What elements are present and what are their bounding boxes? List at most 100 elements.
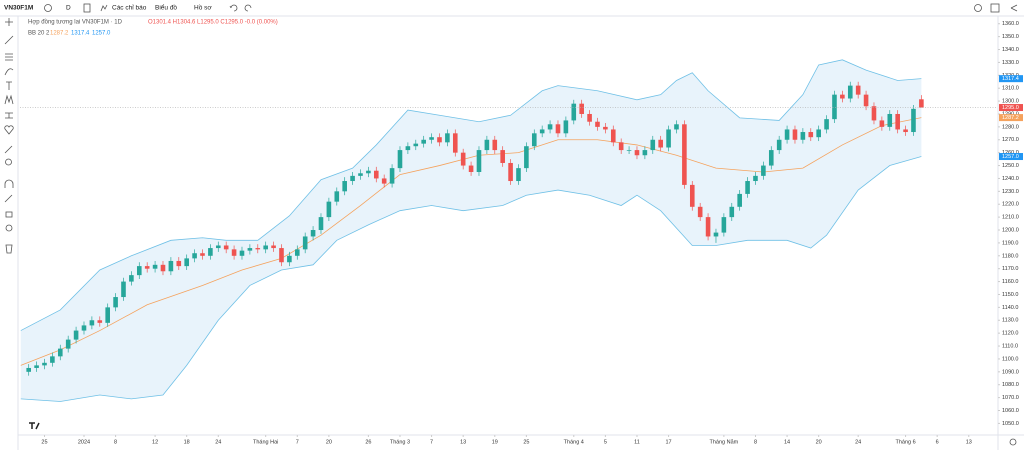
settings[interactable] (974, 4, 982, 12)
fullscreen[interactable] (990, 3, 1000, 13)
y-tick-label: 1130.0 (1002, 318, 1018, 324)
profile-button[interactable]: Hồ sơ (194, 3, 212, 12)
candle-body (887, 113, 893, 127)
candle-body (460, 152, 466, 166)
x-tick-label: 25 (41, 439, 47, 445)
y-tick-label: 1230.0 (1002, 189, 1019, 195)
candle-body (105, 307, 110, 323)
x-tick-label: 6 (936, 439, 939, 445)
indicator-icon (100, 4, 108, 12)
candle-body (65, 339, 71, 349)
candle-body (571, 103, 577, 121)
candle-body (689, 184, 695, 207)
lower-price-box-label: 1257.0 (1002, 154, 1019, 160)
candle-body (208, 248, 213, 256)
y-tick-label: 1100.0 (1002, 356, 1018, 362)
candle-body (405, 146, 411, 151)
candle-body (468, 165, 474, 172)
x-tick-label: 7 (296, 439, 299, 445)
candle-body (73, 330, 79, 340)
candle-body (271, 245, 276, 249)
candle-body (342, 181, 347, 192)
zoom[interactable] (5, 158, 12, 166)
candle-body (121, 281, 126, 298)
trash[interactable] (5, 244, 13, 254)
candle-body (903, 129, 908, 133)
candle-body (508, 162, 513, 182)
basis-price-box (999, 114, 1023, 122)
last-price-box-label: 1295.0 (1002, 105, 1019, 111)
candle-body (160, 264, 166, 272)
candle-body (800, 132, 806, 140)
y-tick-label: 1350.0 (1002, 34, 1019, 40)
candle-body (168, 260, 174, 272)
text-tool[interactable] (6, 81, 12, 90)
chart-button[interactable]: Biểu đồ (155, 3, 177, 12)
undo[interactable] (229, 4, 238, 12)
candle-body (776, 139, 782, 151)
add-symbol[interactable] (44, 4, 52, 12)
forecast[interactable] (5, 112, 13, 119)
interval[interactable]: D (66, 5, 71, 12)
brush[interactable] (4, 68, 14, 76)
y-tick-label: 1120.0 (1002, 331, 1018, 337)
trend-line[interactable] (4, 35, 14, 45)
candle-body (610, 129, 616, 143)
x-tick-label: 8 (114, 439, 117, 445)
y-tick-label: 1280.0 (1002, 124, 1019, 130)
candle-body (816, 129, 821, 138)
candle-body (555, 124, 561, 134)
top-toolbar (0, 0, 1024, 16)
drawing-mode[interactable] (4, 194, 13, 203)
candle-body (97, 320, 103, 323)
x-tick-label: Tháng Năm (710, 439, 739, 445)
y-tick-label: 1330.0 (1002, 60, 1019, 66)
redo[interactable] (244, 4, 252, 12)
candle-body (445, 133, 450, 143)
candle-body (350, 175, 355, 182)
visibility[interactable] (5, 224, 13, 232)
candle-body (200, 253, 205, 256)
basis-price-box-label: 1287.2 (1002, 115, 1019, 121)
y-tick-label: 1080.0 (1002, 382, 1019, 388)
candle-body (682, 124, 687, 185)
share[interactable] (1010, 4, 1018, 12)
candle-body (547, 124, 553, 130)
bar-style[interactable] (83, 3, 91, 13)
candle-body (492, 139, 498, 151)
indicators-button[interactable]: Các chỉ báo (112, 4, 147, 12)
candle-body (421, 139, 426, 144)
x-tick-label: 17 (666, 439, 672, 445)
candle-body (26, 367, 31, 372)
y-tick-label: 1250.0 (1002, 163, 1019, 169)
candle-body (674, 124, 679, 130)
favorites[interactable] (4, 125, 14, 135)
y-tick-label: 1180.0 (1002, 253, 1018, 259)
y-tick-label: 1360.0 (1002, 21, 1019, 27)
candle-body (247, 248, 253, 251)
candle-body (476, 150, 482, 172)
y-tick-label: 1140.0 (1002, 305, 1018, 311)
candle-body (326, 201, 332, 218)
candle-body (358, 173, 363, 176)
ruler[interactable] (4, 145, 13, 154)
fib[interactable] (5, 53, 13, 61)
x-tick-label: 26 (365, 439, 371, 445)
symbol[interactable]: VN30F1M (4, 5, 33, 12)
y-tick-label: 1150.0 (1002, 292, 1018, 298)
lock[interactable] (5, 211, 13, 218)
crosshair[interactable] (5, 18, 13, 26)
y-tick-label: 1110.0 (1002, 343, 1018, 349)
pattern[interactable] (4, 94, 14, 105)
magnet[interactable] (4, 179, 14, 188)
candle-body (768, 150, 774, 166)
candle-body (310, 230, 316, 237)
candle-body (263, 245, 268, 250)
candle-body (840, 94, 845, 99)
candle-body (847, 85, 853, 99)
x-tick-label: 7 (430, 439, 433, 445)
x-tick-label: 24 (215, 439, 221, 445)
axis-settings[interactable] (1009, 438, 1017, 446)
candle-body (381, 178, 387, 184)
candle-body (863, 94, 869, 107)
